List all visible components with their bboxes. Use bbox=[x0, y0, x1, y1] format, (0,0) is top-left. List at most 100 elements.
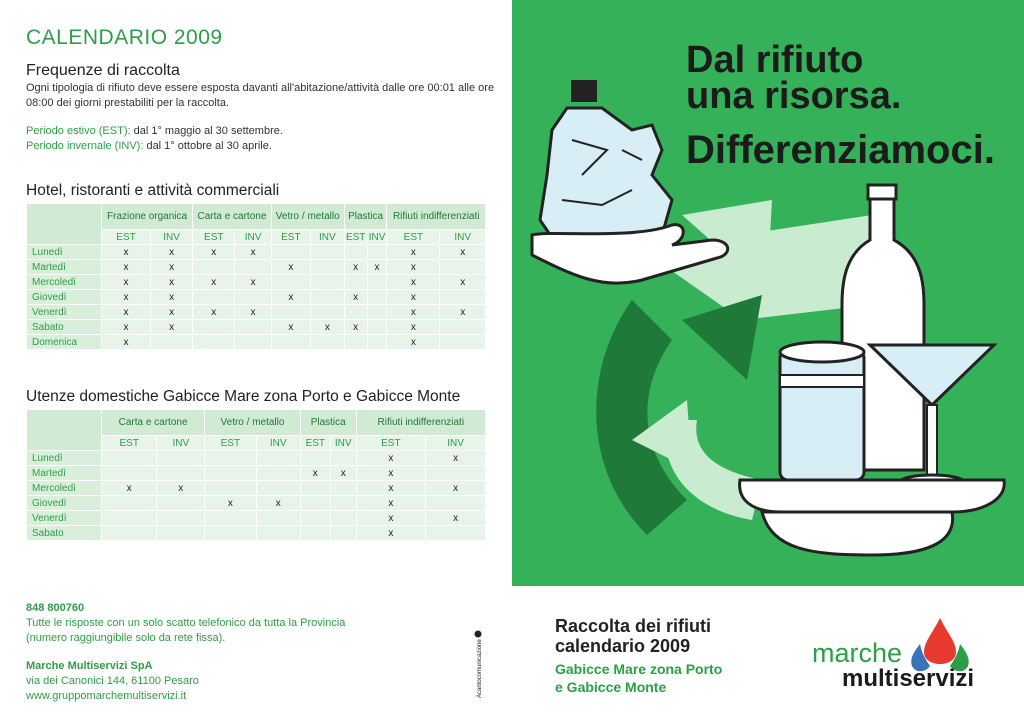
column-sub-header: INV bbox=[256, 436, 300, 450]
collection-cell bbox=[344, 305, 367, 319]
collection-cell: x bbox=[440, 305, 485, 319]
collection-cell: x bbox=[193, 305, 235, 319]
collection-cell: x bbox=[256, 496, 300, 510]
column-group-header: Plastica bbox=[344, 204, 387, 229]
collection-cell bbox=[310, 245, 344, 259]
phone-note-1: Tutte le risposte con un solo scatto tel… bbox=[26, 617, 346, 629]
collection-cell bbox=[330, 496, 356, 510]
column-group-header: Rifiuti indifferenziati bbox=[387, 204, 485, 229]
table-row: Mercoledì x x x x x x bbox=[27, 275, 485, 289]
logo-word-multiservizi: multiservizi bbox=[842, 665, 974, 690]
collection-cell: x bbox=[102, 335, 150, 349]
column-sub-header: EST bbox=[102, 230, 150, 244]
collection-cell bbox=[367, 320, 387, 334]
column-group-header: Rifiuti indifferenziati bbox=[356, 410, 485, 435]
collection-cell bbox=[344, 245, 367, 259]
table-row: Venerdì x x bbox=[27, 511, 485, 525]
column-sub-header: EST bbox=[300, 436, 330, 450]
collection-cell: x bbox=[151, 245, 193, 259]
winter-period-label: Periodo invernale (INV): bbox=[26, 140, 144, 152]
winter-period: Periodo invernale (INV): dal 1° ottobre … bbox=[26, 140, 496, 152]
table-row: Giovedì x x x bbox=[27, 496, 485, 510]
collection-cell bbox=[344, 275, 367, 289]
collection-cell: x bbox=[300, 466, 330, 480]
collection-cell: x bbox=[440, 245, 485, 259]
collection-cell bbox=[235, 260, 271, 274]
calendar-page: CALENDARIO 2009 Frequenze di raccolta Og… bbox=[26, 26, 496, 702]
collection-cell: x bbox=[271, 260, 310, 274]
table-row: Giovedì x x x x x bbox=[27, 290, 485, 304]
collection-cell: x bbox=[440, 275, 485, 289]
column-sub-header: INV bbox=[151, 230, 193, 244]
collection-cell bbox=[193, 260, 235, 274]
summer-period-text: dal 1° maggio al 30 settembre. bbox=[130, 125, 283, 137]
cover-subtitle-line-2: e Gabicce Monte bbox=[555, 679, 667, 695]
cover-title: Raccolta dei rifiuti calendario 2009 bbox=[555, 616, 711, 656]
collection-cell bbox=[300, 526, 330, 540]
collection-cell bbox=[205, 511, 256, 525]
collection-cell: x bbox=[193, 275, 235, 289]
collection-cell bbox=[310, 275, 344, 289]
collection-cell: x bbox=[387, 320, 440, 334]
column-group-header: Carta e cartone bbox=[102, 410, 205, 435]
table-row: Sabato x bbox=[27, 526, 485, 540]
collection-cell bbox=[256, 466, 300, 480]
collection-cell bbox=[330, 451, 356, 465]
collection-cell: x bbox=[426, 511, 485, 525]
column-sub-header: EST bbox=[356, 436, 426, 450]
company-website: www.gruppomarchemultiservizi.it bbox=[26, 690, 187, 702]
collection-cell: x bbox=[344, 260, 367, 274]
collection-cell bbox=[256, 511, 300, 525]
collection-cell: x bbox=[102, 245, 150, 259]
collection-cell: x bbox=[344, 320, 367, 334]
phone-note-2: (numero raggiungibile solo da rete fissa… bbox=[26, 632, 226, 644]
collection-cell: x bbox=[356, 451, 426, 465]
collection-cell: x bbox=[102, 275, 150, 289]
day-cell: Mercoledì bbox=[27, 481, 101, 495]
collection-cell bbox=[205, 451, 256, 465]
collection-cell: x bbox=[330, 466, 356, 480]
hand-right-icon bbox=[760, 510, 955, 557]
collection-cell bbox=[310, 260, 344, 274]
collection-cell bbox=[367, 290, 387, 304]
table-row: Venerdì x x x x x x bbox=[27, 305, 485, 319]
table-row: Martedì x x x x x x bbox=[27, 260, 485, 274]
collection-cell bbox=[205, 466, 256, 480]
tray-icon bbox=[738, 478, 1006, 514]
collection-cell: x bbox=[151, 290, 193, 304]
column-sub-header: INV bbox=[235, 230, 271, 244]
collection-cell bbox=[205, 481, 256, 495]
collection-cell bbox=[205, 526, 256, 540]
collection-cell bbox=[271, 245, 310, 259]
cover-title-line-1: Raccolta dei rifiuti bbox=[555, 616, 712, 636]
column-sub-header: INV bbox=[310, 230, 344, 244]
collection-cell bbox=[300, 496, 330, 510]
column-group-header: Carta e cartone bbox=[193, 204, 271, 229]
column-group-header: Vetro / metallo bbox=[205, 410, 300, 435]
marche-multiservizi-logo: marche multiservizi bbox=[812, 618, 974, 690]
collection-cell bbox=[330, 481, 356, 495]
slogan-line-3: Differenziamoci. bbox=[686, 128, 995, 172]
column-sub-header: INV bbox=[426, 436, 485, 450]
collection-cell bbox=[367, 305, 387, 319]
day-cell: Giovedì bbox=[27, 290, 101, 304]
collection-cell bbox=[102, 526, 157, 540]
column-group-header: Vetro / metallo bbox=[271, 204, 344, 229]
collection-cell bbox=[271, 275, 310, 289]
collection-cell bbox=[310, 335, 344, 349]
collection-cell bbox=[300, 481, 330, 495]
cover-subtitle: Gabicce Mare zona Porto e Gabicce Monte bbox=[555, 660, 722, 696]
collection-cell bbox=[102, 496, 157, 510]
collection-cell: x bbox=[151, 275, 193, 289]
collection-cell: x bbox=[387, 305, 440, 319]
table-corner bbox=[27, 204, 101, 244]
collection-cell bbox=[300, 451, 330, 465]
collection-cell bbox=[271, 335, 310, 349]
collection-cell: x bbox=[102, 481, 157, 495]
collection-cell: x bbox=[271, 320, 310, 334]
collection-cell: x bbox=[235, 305, 271, 319]
slogan-lines: Dal rifiuto una risorsa. bbox=[686, 41, 901, 115]
table-row: Mercoledì x x x x bbox=[27, 481, 485, 495]
day-cell: Lunedì bbox=[27, 451, 101, 465]
collection-cell: x bbox=[102, 290, 150, 304]
